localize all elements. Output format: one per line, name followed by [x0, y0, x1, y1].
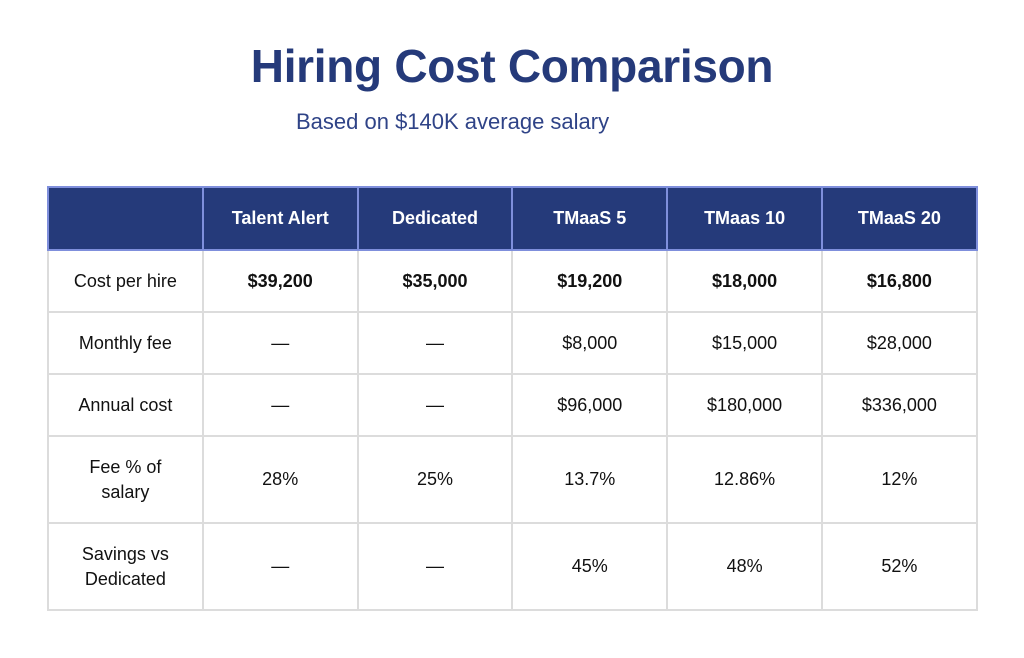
table-cell: 13.7% [511, 435, 669, 524]
row-label: Fee % of salary [47, 435, 204, 524]
table-cell: 28% [201, 435, 359, 524]
row-label-text: Fee % of salary [89, 456, 162, 502]
row-label-text: Monthly fee [78, 332, 172, 353]
table-row: Annual cost — — $96,000 $180,000 $336,00… [47, 373, 978, 437]
table-cell: 12% [820, 435, 978, 524]
header-cell-tmaas-20: TMaaS 20 [820, 186, 978, 251]
row-label-text: Savings vs Dedicated [81, 543, 169, 589]
table-cell: $180,000 [666, 373, 823, 437]
table-cell: — [356, 311, 514, 375]
table-cell: $15,000 [666, 311, 823, 375]
header-cell-empty [47, 186, 204, 251]
row-label: Monthly fee [47, 311, 204, 375]
table-cell: 48% [666, 522, 823, 611]
table-cell: $18,000 [666, 249, 823, 313]
table-cell: — [356, 522, 514, 611]
table-cell: — [356, 373, 514, 437]
table-cell: — [201, 373, 359, 437]
header-cell-dedicated: Dedicated [356, 186, 514, 251]
table-cell: 25% [356, 435, 514, 524]
row-label-text: Cost per hire [73, 270, 177, 291]
page-title: Hiring Cost Comparison [250, 40, 774, 92]
table-cell: — [201, 311, 359, 375]
table-cell: $96,000 [511, 373, 669, 437]
table-cell: 45% [511, 522, 669, 611]
table-cell: $19,200 [511, 249, 669, 313]
table-row: Savings vs Dedicated — — 45% 48% 52% [47, 522, 978, 611]
page-subtitle: Based on $140K average salary [296, 109, 610, 134]
cost-comparison-table: Talent Alert Dedicated TMaaS 5 TMaas 10 … [47, 186, 978, 611]
table-cell: 52% [820, 522, 978, 611]
table-row: Monthly fee — — $8,000 $15,000 $28,000 [47, 311, 978, 375]
table-cell: — [201, 522, 359, 611]
row-label: Savings vs Dedicated [47, 522, 204, 611]
table-header-row: Talent Alert Dedicated TMaaS 5 TMaas 10 … [47, 186, 978, 251]
row-label: Cost per hire [47, 249, 204, 313]
table-cell: $16,800 [820, 249, 978, 313]
table-cell: $35,000 [356, 249, 514, 313]
table-cell: 12.86% [666, 435, 823, 524]
table-cell: $28,000 [820, 311, 978, 375]
row-label: Annual cost [47, 373, 204, 437]
table-cell: $8,000 [511, 311, 669, 375]
table-cell: $336,000 [820, 373, 978, 437]
header-cell-tmaas-10: TMaas 10 [666, 186, 823, 251]
row-label-text: Annual cost [78, 394, 173, 415]
table-row: Cost per hire $39,200 $35,000 $19,200 $1… [47, 249, 978, 313]
table-cell: $39,200 [201, 249, 359, 313]
header-cell-talent-alert: Talent Alert [201, 186, 359, 251]
table-row: Fee % of salary 28% 25% 13.7% 12.86% 12% [47, 435, 978, 524]
header-cell-tmaas-5: TMaaS 5 [511, 186, 669, 251]
